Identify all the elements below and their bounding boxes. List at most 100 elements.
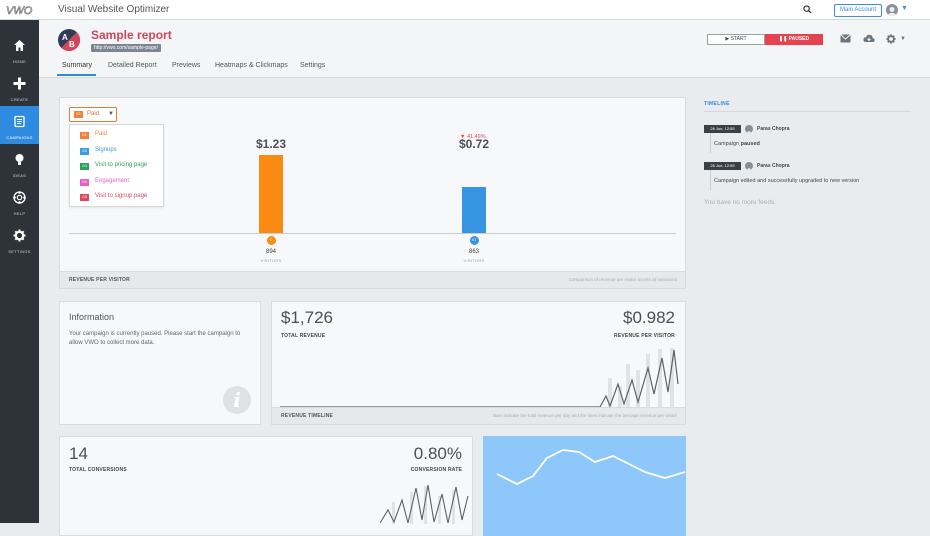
bar-variation-1[interactable]: [462, 187, 486, 233]
sidebar-item-label: HOME: [12, 59, 27, 64]
avatar: [745, 162, 753, 170]
timeline-connector: [710, 170, 711, 190]
variation-delta: ▼ 41.49%: [460, 134, 486, 140]
active-tab-indicator: [57, 74, 96, 76]
chevron-down-icon[interactable]: ▼: [901, 5, 908, 12]
gear-icon[interactable]: [886, 34, 896, 44]
ab-test-badge: A B: [58, 29, 80, 51]
visitors-label: VISITORS: [463, 258, 485, 263]
variation-badge-control: C: [266, 236, 276, 245]
tab-heatmaps-clickmaps[interactable]: Heatmaps & Clickmaps: [215, 62, 288, 69]
campaigns-icon: [14, 115, 25, 128]
rpv-value: $0.982: [623, 308, 675, 327]
conversion-rate-value: 0.80%: [413, 444, 462, 463]
lifebuoy-icon: [13, 191, 26, 204]
goal-code: G1: [74, 111, 83, 118]
tab-summary[interactable]: Summary: [62, 62, 92, 69]
chevron-down-icon[interactable]: ▼: [900, 36, 906, 42]
variation-badge-v1: V1: [469, 236, 479, 245]
panel-footer-title: REVENUE PER VISITOR: [69, 277, 130, 283]
goal-label: Paid: [95, 131, 108, 137]
search-icon[interactable]: [803, 5, 812, 14]
info-icon: i: [223, 386, 251, 414]
svg-text:VWO: VWO: [6, 5, 33, 17]
goal-label: Paid: [87, 111, 100, 117]
information-title: Information: [69, 312, 115, 322]
panel-footer: REVENUE PER VISITOR Comparison of revenu…: [60, 271, 685, 288]
home-icon: [14, 40, 25, 51]
paused-button[interactable]: ❚❚ PAUSED: [765, 34, 823, 45]
sidebar-item-home[interactable]: HOME: [0, 30, 39, 68]
sidebar-item-create[interactable]: CREATE: [0, 68, 39, 106]
vwo-logo[interactable]: VWO: [6, 3, 34, 17]
bar-value-variation-1: $0.72: [458, 137, 490, 151]
user-avatar[interactable]: [886, 4, 898, 16]
revenue-sparkline: [280, 348, 679, 408]
timeline-title: TIMELINE: [704, 101, 730, 107]
sidebar-item-ideas[interactable]: IDEAS: [0, 144, 39, 182]
visitors-line: [496, 449, 686, 486]
goal-label: Signups: [95, 147, 117, 153]
chevron-down-icon: ▼: [108, 111, 114, 117]
goal-label: Engagement: [95, 178, 130, 184]
timeline-date: 26 Jun, 12:55: [704, 162, 741, 170]
tab-previews[interactable]: Previews: [172, 62, 201, 69]
sidebar-item-label: IDEAS: [12, 173, 27, 178]
goal-code: G5: [80, 194, 89, 201]
play-icon: ▶: [725, 36, 731, 42]
tab-settings[interactable]: Settings: [300, 62, 326, 69]
app-title: Visual Website Optimizer: [58, 4, 170, 15]
goal-label: Visit to signup page: [95, 193, 148, 199]
sidebar-item-label: CAMPAIGNS: [6, 135, 33, 140]
main-account-button[interactable]: Main Account: [834, 4, 883, 17]
tab-detailed-report[interactable]: Detailed Report: [108, 62, 157, 69]
total-revenue-label: TOTAL REVENUE: [281, 333, 326, 339]
information-panel: Information Your campaign is currently p…: [59, 301, 261, 425]
conversion-rate-label: CONVERSION RATE: [410, 467, 462, 473]
conversions-panel: 14 TOTAL CONVERSIONS 0.80% CONVERSION RA…: [59, 436, 473, 536]
avatar: [745, 125, 753, 133]
goal-code: G1: [80, 132, 89, 139]
information-text: Your campaign is currently paused. Pleas…: [69, 331, 241, 346]
goal-code: G4: [80, 179, 89, 186]
report-header: A B Sample report http://vwo.com/sample-…: [39, 20, 930, 78]
page-title: Sample report: [91, 28, 172, 42]
sidebar-item-settings[interactable]: SETTINGS: [0, 220, 39, 258]
panel-footer-title: REVENUE TIMELINE: [281, 413, 334, 419]
gear-icon: [13, 229, 26, 242]
visitors-area-chart: [483, 436, 686, 536]
campaign-url[interactable]: http://vwo.com/sample-page/: [91, 44, 161, 52]
visitor-count-v1: 863: [468, 249, 479, 255]
paused-label: PAUSED: [788, 36, 810, 42]
start-button[interactable]: ▶ START: [707, 34, 765, 45]
visitors-label: VISITORS: [260, 258, 282, 263]
total-conversions-label: TOTAL CONVERSIONS: [69, 467, 127, 473]
start-label: START: [730, 36, 747, 42]
pause-icon: ❚❚: [778, 36, 789, 42]
timeline-text: Campaign edited and successfully upgrade…: [714, 178, 860, 184]
sidebar-item-label: HELP: [13, 211, 26, 216]
goal-code: G2: [80, 148, 89, 155]
sidebar-item-campaigns[interactable]: CAMPAIGNS: [0, 106, 39, 144]
timeline-empty-message: You have no more feeds.: [704, 199, 777, 206]
timeline-date: 26 Jun, 12:55: [704, 125, 741, 133]
goal-label: Visit to pricing page: [95, 162, 148, 168]
sidebar-item-help[interactable]: HELP: [0, 182, 39, 220]
goal-selector[interactable]: G1 Paid ▼: [69, 107, 117, 122]
goal-code: G3: [80, 163, 89, 170]
bulb-icon: [15, 154, 24, 165]
top-bar: VWO Visual Website Optimizer Main Accoun…: [0, 0, 930, 20]
svg-text:A: A: [62, 33, 68, 42]
sidebar-item-label: SETTINGS: [8, 249, 31, 254]
timeline-connector: [710, 133, 711, 153]
bar-control[interactable]: [259, 155, 283, 233]
revenue-per-visitor-panel: ▼ 41.49% $1.23 $0.72 C V1 894 863 VISITO…: [59, 97, 686, 289]
bar-value-control: $1.23: [255, 137, 287, 151]
svg-text:B: B: [69, 40, 75, 49]
total-revenue-value: $1,726: [281, 308, 333, 327]
divider: [704, 111, 911, 112]
goal-dropdown-menu: G1 Paid G2 Signups G3 Visit to pricing p…: [69, 124, 164, 207]
email-icon[interactable]: [840, 34, 851, 43]
sidebar-item-label: CREATE: [10, 97, 29, 102]
cloud-download-icon[interactable]: [863, 34, 875, 43]
